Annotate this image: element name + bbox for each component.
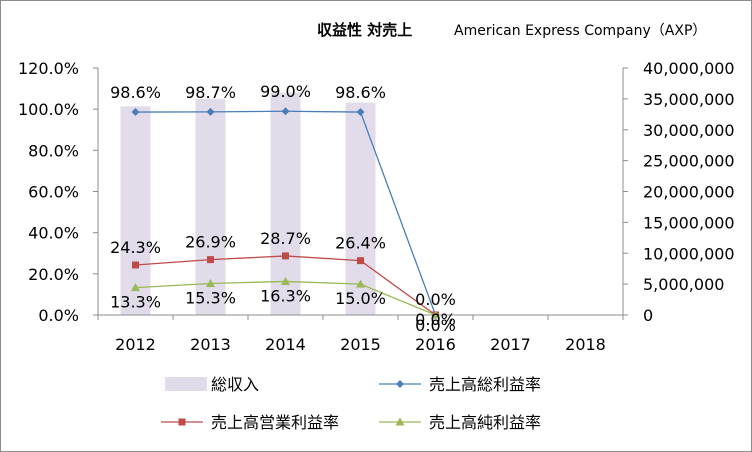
y-right-tick-label: 40,000,000 [643, 59, 735, 78]
y-right-tick-label: 0 [643, 306, 653, 325]
x-tick-label: 2018 [565, 335, 606, 354]
marker-triangle [206, 279, 215, 288]
data-label: 15.3% [185, 289, 236, 308]
marker-triangle [395, 417, 405, 426]
y-left-tick-label: 0.0% [38, 306, 79, 325]
data-label: 15.0% [335, 289, 386, 308]
x-tick-label: 2016 [415, 335, 456, 354]
chart-title: 収益性 対売上 [317, 21, 412, 39]
x-tick-label: 2017 [490, 335, 531, 354]
y-right-tick-label: 35,000,000 [643, 90, 735, 109]
y-left-tick-label: 40.0% [28, 224, 79, 243]
marker-triangle [431, 310, 440, 319]
bar-total-revenue [195, 98, 226, 315]
marker-square [207, 256, 214, 264]
marker-diamond [356, 108, 365, 117]
marker-square [132, 261, 139, 269]
data-label: 13.3% [110, 293, 161, 312]
y-left-tick-label: 80.0% [28, 141, 79, 160]
data-label: 26.9% [185, 233, 236, 252]
legend-label: 売上高純利益率 [429, 413, 541, 432]
data-label: 28.7% [260, 229, 311, 248]
y-left-tick-label: 60.0% [28, 183, 79, 202]
data-label: 16.3% [260, 286, 311, 305]
data-label: 0.0% [415, 310, 456, 329]
y-right-tick-label: 25,000,000 [643, 152, 735, 171]
y-right-tick-label: 30,000,000 [643, 121, 735, 140]
data-label: 98.6% [335, 83, 386, 102]
marker-diamond [396, 380, 404, 388]
x-tick-label: 2014 [265, 335, 306, 354]
data-label: 0.0% [415, 290, 456, 309]
marker-diamond [206, 107, 215, 116]
y-right-tick-label: 15,000,000 [643, 213, 735, 232]
legend-label: 総収入 [211, 375, 259, 394]
marker-square [357, 257, 364, 265]
y-right-tick-label: 10,000,000 [643, 244, 735, 263]
y-left-tick-label: 100.0% [18, 100, 79, 119]
marker-square [282, 252, 289, 260]
data-label: 0.0% [415, 316, 456, 335]
y-right-tick-label: 20,000,000 [643, 183, 735, 202]
legend-label: 売上高総利益率 [429, 375, 541, 394]
y-left-tick-label: 120.0% [18, 59, 79, 78]
data-label: 98.7% [185, 83, 236, 102]
data-label: 26.4% [335, 234, 386, 253]
x-tick-label: 2015 [340, 335, 381, 354]
marker-square [178, 418, 186, 426]
y-right-tick-label: 5,000,000 [643, 275, 724, 294]
chart-subtitle: American Express Company（AXP） [454, 23, 706, 39]
data-label: 24.3% [110, 238, 161, 257]
x-tick-label: 2012 [115, 335, 156, 354]
legend-label: 売上高営業利益率 [211, 413, 339, 432]
y-left-tick-label: 20.0% [28, 265, 79, 284]
data-label: 98.6% [110, 83, 161, 102]
marker-diamond [281, 107, 290, 116]
marker-diamond [131, 108, 140, 117]
marker-triangle [356, 279, 365, 288]
legend-swatch-bar [165, 377, 207, 391]
bar-total-revenue [120, 106, 151, 315]
marker-triangle [131, 283, 140, 292]
marker-triangle [281, 276, 290, 285]
data-label: 99.0% [260, 82, 311, 101]
x-tick-label: 2013 [190, 335, 231, 354]
